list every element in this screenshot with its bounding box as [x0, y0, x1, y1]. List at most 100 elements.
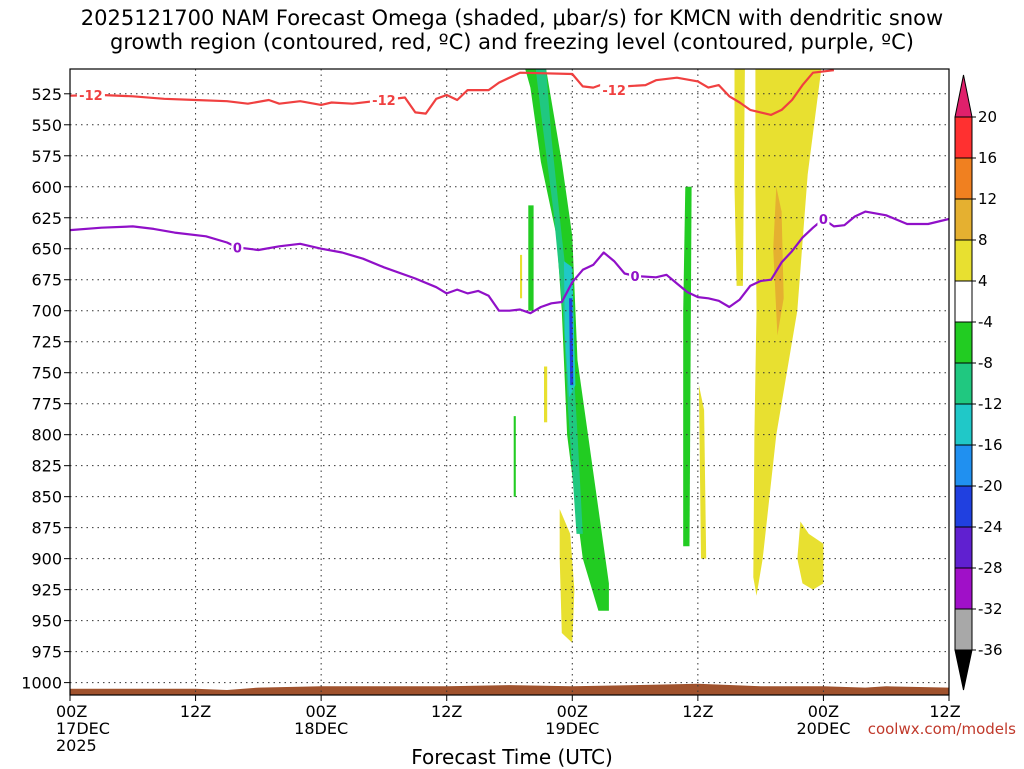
omega-region-13: [544, 366, 548, 423]
contour-label-dendritic-bg: [600, 82, 629, 98]
x-tick-label: 00Z: [56, 702, 87, 721]
chart-title-line2: growth region (contoured, red, ºC) and f…: [110, 30, 914, 54]
colorbar-label: -16: [978, 436, 1003, 454]
y-tick-label: 975: [31, 643, 62, 662]
colorbar-label: -12: [978, 395, 1003, 413]
contour-label-dendritic: -12: [79, 89, 103, 104]
y-tick-label: 850: [31, 488, 62, 507]
y-tick-label: 625: [31, 209, 62, 228]
contour-lines: [70, 69, 949, 315]
y-tick-label: 700: [31, 302, 62, 321]
y-tick-label: 800: [31, 426, 62, 445]
y-tick-label: 550: [31, 116, 62, 135]
y-tick-label: 875: [31, 519, 62, 538]
omega-region-5: [528, 205, 534, 311]
x-tick-label: 12Z: [682, 702, 713, 721]
colorbar-label: 12: [978, 190, 997, 208]
contour-line-dendritic: [70, 69, 835, 117]
colorbar-box: [954, 280, 973, 323]
y-tick-label: 725: [31, 333, 62, 352]
colorbar-box: [954, 239, 973, 282]
colorbar-box: [954, 362, 973, 405]
contour-label-dendritic: -12: [372, 94, 396, 109]
y-tick-label: 600: [31, 178, 62, 197]
colorbar-label: -28: [978, 559, 1003, 577]
y-tick-label: 650: [31, 240, 62, 259]
x-tick-label: 00Z: [808, 702, 839, 721]
y-tick-label: 925: [31, 581, 62, 600]
contour-label-freezing: 0: [233, 242, 242, 257]
omega-region-1: [535, 69, 583, 534]
x-tick-label: 18DEC: [294, 719, 348, 738]
omega-region-9: [773, 186, 784, 336]
x-tick-label: 2025: [56, 736, 97, 755]
colorbar-label: 4: [978, 272, 988, 290]
y-tick-label: 675: [31, 271, 62, 290]
colorbar-bottom-arrow: [954, 649, 973, 691]
chart-title: 2025121700 NAM Forecast Omega (shaded, μ…: [0, 6, 1024, 54]
omega-region-8: [753, 69, 822, 596]
y-tick-label: 1000: [21, 674, 62, 693]
plot-frame: [69, 68, 950, 696]
site-credit[interactable]: coolwx.com/models: [867, 720, 1016, 738]
colorbar-box: [954, 567, 973, 610]
y-tick-label: 950: [31, 612, 62, 631]
contour-label-dendritic: -12: [602, 84, 626, 99]
omega-region-11: [559, 509, 575, 643]
omega-region-7: [734, 69, 745, 286]
x-tick-label: 00Z: [557, 702, 588, 721]
x-tick-label: 00Z: [305, 702, 336, 721]
omega-region-4: [683, 186, 692, 547]
contour-label-freezing-bg: [629, 268, 642, 284]
colorbar-label: -36: [978, 641, 1003, 659]
colorbar-box: [954, 485, 973, 528]
x-tick-label: 19DEC: [545, 719, 599, 738]
omega-region-14: [520, 254, 523, 299]
colorbar-label: 16: [978, 149, 997, 167]
x-tick-label: 12Z: [929, 702, 960, 721]
colorbar-label: 8: [978, 231, 988, 249]
y-tick-label: 525: [31, 85, 62, 104]
colorbar-box: [954, 608, 973, 651]
y-tick-label: 900: [31, 550, 62, 569]
colorbar-label: -4: [978, 313, 993, 331]
colorbar-label: 20: [978, 108, 997, 126]
x-tick-label: 12Z: [431, 702, 462, 721]
x-tick-label: 20DEC: [796, 719, 850, 738]
y-tick-label: 775: [31, 395, 62, 414]
colorbar-box: [954, 116, 973, 159]
omega-shading: [70, 69, 949, 695]
colorbar-label: -24: [978, 518, 1003, 536]
y-tick-label: 825: [31, 457, 62, 476]
colorbar-label: -8: [978, 354, 993, 372]
colorbar-box: [954, 321, 973, 364]
y-tick-label: 575: [31, 147, 62, 166]
x-tick-label: 12Z: [180, 702, 211, 721]
colorbar-box: [954, 444, 973, 487]
x-axis-label: Forecast Time (UTC): [411, 745, 613, 769]
contour-label-freezing: 0: [631, 270, 640, 285]
colorbar: 20 16 12 8 4 -4 -8 -12 -16 -20 -24 -28 -32 -36: [954, 74, 1003, 691]
x-tick-label: 17DEC: [56, 719, 110, 738]
colorbar-label: -32: [978, 600, 1003, 618]
contour-labels: -12 -12 -12 0 0 0: [76, 82, 830, 285]
gridlines: [69, 69, 950, 695]
axes: 525 550 575 600 625 650 675 700 725 750 775 800 825 8…: [21, 85, 960, 755]
colorbar-box: [954, 157, 973, 200]
omega-region-10: [797, 521, 824, 590]
chart-title-line1: 2025121700 NAM Forecast Omega (shaded, μ…: [80, 6, 944, 30]
y-tick-label: 750: [31, 364, 62, 383]
contour-label-dendritic-bg: [369, 91, 398, 107]
omega-region-12: [698, 385, 707, 559]
surface-terrain: [70, 683, 949, 695]
colorbar-box: [954, 198, 973, 241]
omega-region-6: [513, 416, 516, 497]
colorbar-box: [954, 526, 973, 569]
contour-label-dendritic-bg: [76, 87, 105, 103]
colorbar-box: [954, 403, 973, 446]
contour-label-freezing-bg: [231, 239, 244, 255]
contour-label-freezing-bg: [817, 210, 830, 226]
colorbar-top-arrow: [954, 74, 973, 118]
colorbar-label: -20: [978, 477, 1003, 495]
